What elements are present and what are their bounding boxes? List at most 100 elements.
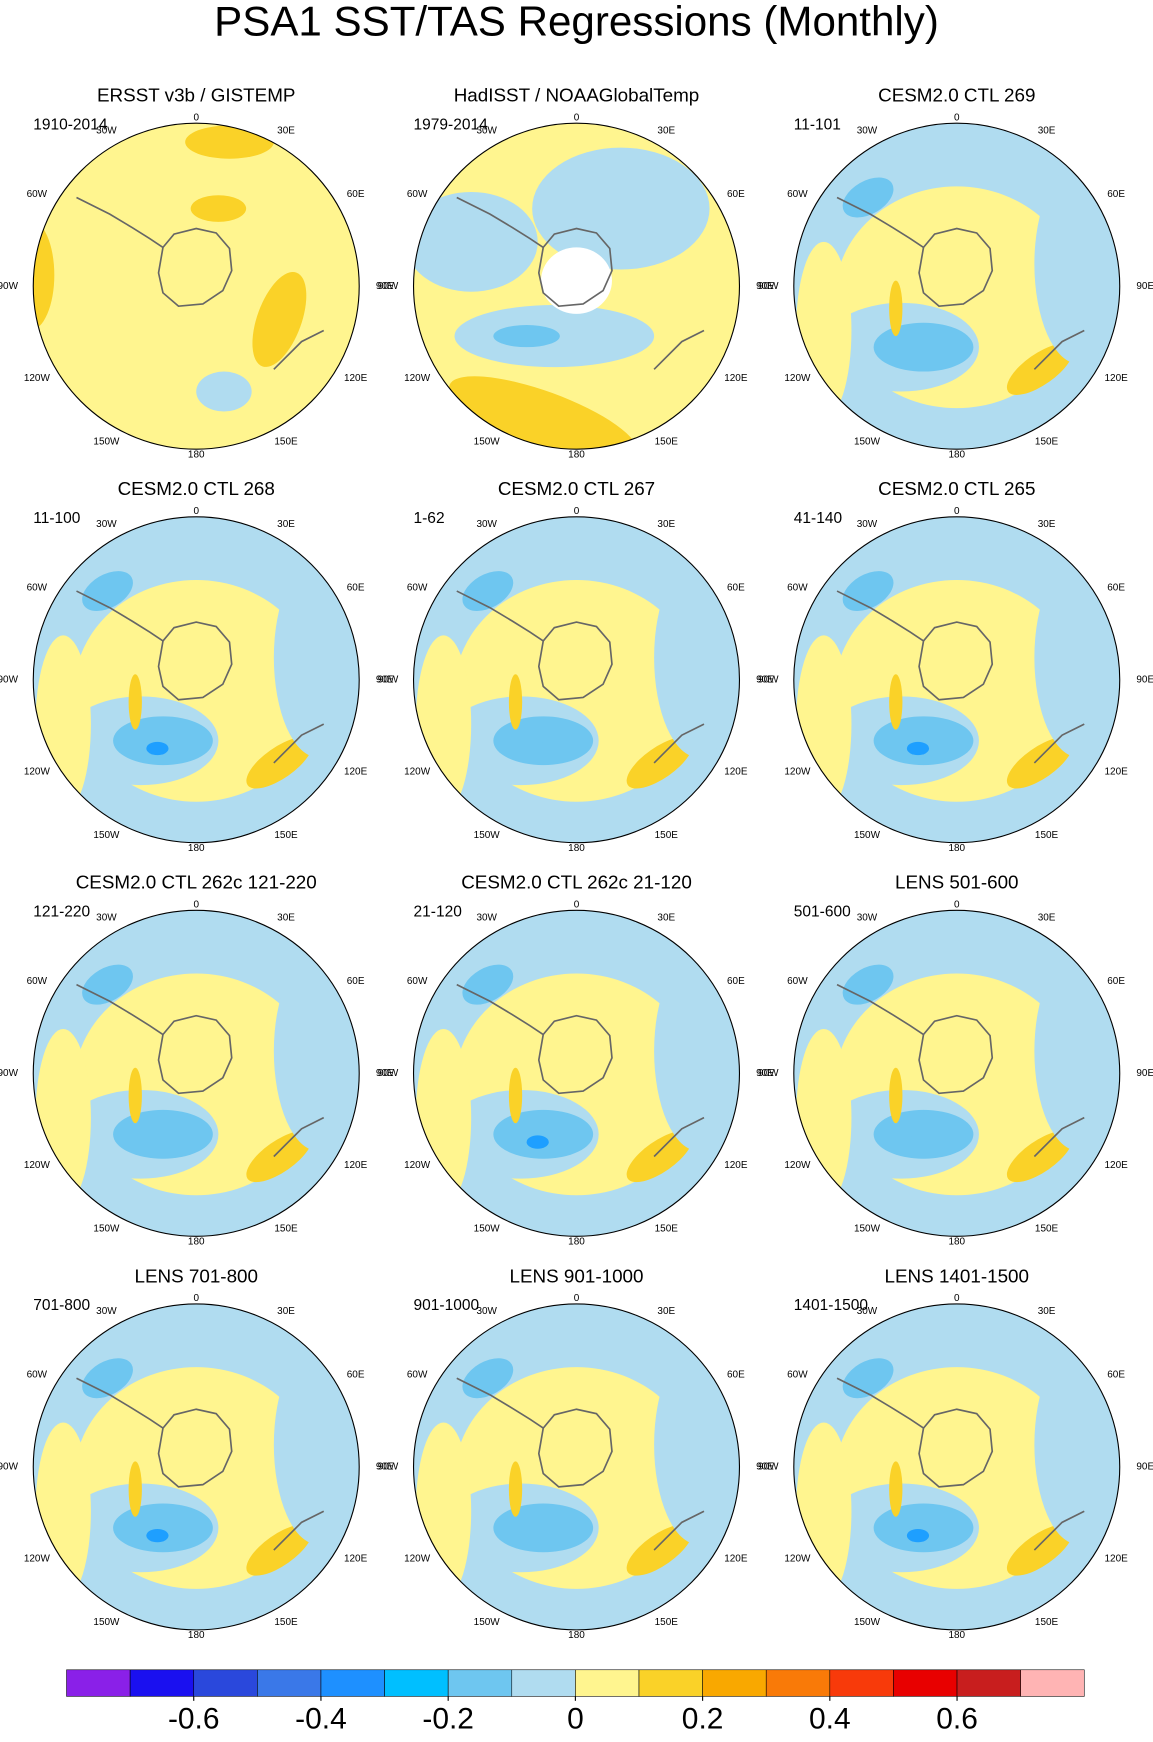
colorbar-box — [956, 1669, 1021, 1697]
colorbar-label: -0.4 — [295, 1703, 347, 1736]
longitude-label: 30E — [277, 912, 295, 923]
longitude-label: 30W — [857, 125, 878, 136]
longitude-label: 150W — [854, 830, 881, 841]
map-border — [793, 516, 1121, 844]
longitude-label: 30E — [277, 1306, 295, 1317]
longitude-label: 180 — [188, 1630, 205, 1641]
longitude-label: 30E — [657, 1306, 675, 1317]
map-field — [413, 516, 740, 843]
coastline — [76, 914, 330, 1158]
field-region — [1034, 164, 1120, 364]
longitude-label: 150E — [274, 830, 298, 841]
field-region — [185, 125, 274, 159]
colorbar-box — [320, 1669, 385, 1697]
longitude-label: 30W — [96, 125, 117, 136]
panel-period: 1979-2014 — [414, 117, 489, 134]
longitude-label: 0 — [193, 506, 199, 517]
map-field — [793, 516, 1120, 843]
longitude-label: 60E — [1107, 582, 1125, 593]
longitude-label: 30E — [657, 912, 675, 923]
longitude-label: 90W — [378, 1068, 399, 1079]
longitude-label: 120W — [404, 373, 431, 384]
longitude-label: 60W — [407, 976, 428, 987]
field-region — [33, 219, 55, 331]
longitude-label: 60E — [347, 976, 365, 987]
map-border — [32, 516, 360, 844]
map-field — [413, 910, 740, 1237]
longitude-label: 0 — [954, 899, 960, 910]
colorbar-box — [1020, 1669, 1085, 1697]
map-panel: LENS 1401-1500 1401-1500 0 30E 60E 90E 120E 150… — [758, 1265, 1153, 1641]
longitude-label: 120W — [404, 766, 431, 777]
longitude-label: 120E — [344, 1160, 368, 1171]
panel-period: 21-120 — [414, 904, 463, 921]
field-region — [1034, 1344, 1120, 1545]
longitude-label: 30E — [1038, 1306, 1056, 1317]
longitude-label: 90W — [758, 674, 779, 685]
longitude-label: 120E — [724, 1160, 748, 1171]
map-panel: LENS 901-1000 901-1000 0 30E 60E 90E 120E 150E 1… — [378, 1265, 774, 1641]
longitude-label: 90W — [378, 674, 399, 685]
field-region — [128, 1461, 142, 1517]
field-region — [906, 1528, 930, 1543]
coastline — [76, 520, 330, 764]
map-field — [33, 516, 360, 843]
longitude-label: 120E — [724, 766, 748, 777]
longitude-label: 150E — [1035, 1224, 1059, 1235]
longitude-label: 0 — [954, 506, 960, 517]
coastline — [836, 914, 1091, 1158]
colorbar-label: 0.6 — [936, 1703, 978, 1736]
longitude-label: 120E — [344, 766, 368, 777]
panel-title: LENS 701-800 — [134, 1265, 258, 1286]
colorbar-box — [447, 1669, 513, 1697]
longitude-label: 30W — [476, 125, 497, 136]
longitude-label: 60W — [787, 189, 808, 200]
field-region — [252, 271, 307, 367]
longitude-label: 90W — [0, 674, 19, 685]
panel-title: LENS 901-1000 — [510, 1265, 644, 1286]
longitude-label: 90E — [376, 1068, 394, 1079]
longitude-label: 120E — [344, 373, 368, 384]
map-border — [412, 516, 741, 844]
longitude-label: 90W — [758, 1462, 779, 1473]
field-region — [626, 1524, 693, 1576]
colorbar-box — [575, 1669, 640, 1697]
field-region — [1034, 951, 1120, 1151]
longitude-label: 120W — [784, 1160, 811, 1171]
field-region — [873, 716, 974, 766]
field-region — [146, 1135, 169, 1149]
map-border — [793, 1303, 1121, 1631]
colorbar-box — [384, 1669, 449, 1697]
longitude-label: 0 — [954, 112, 960, 123]
longitude-label: 120W — [24, 373, 51, 384]
field-region — [1006, 737, 1073, 789]
longitude-label: 30E — [277, 519, 295, 530]
field-region — [493, 324, 560, 348]
longitude-label: 90E — [756, 674, 774, 685]
longitude-label: 180 — [568, 1236, 585, 1247]
longitude-label: 60E — [1107, 1370, 1125, 1381]
field-region — [508, 1461, 523, 1517]
map-border — [412, 1303, 741, 1631]
longitude-label: 60W — [27, 976, 48, 987]
longitude-label: 120W — [24, 1160, 51, 1171]
longitude-label: 60W — [787, 582, 808, 593]
field-region — [873, 1503, 974, 1553]
field-region — [273, 951, 360, 1151]
panel-period: 501-600 — [794, 904, 851, 921]
field-region — [35, 1028, 91, 1207]
longitude-label: 0 — [193, 1293, 199, 1304]
longitude-label: 60E — [727, 189, 745, 200]
colorbar-label: 0.4 — [809, 1703, 851, 1736]
longitude-label: 60W — [407, 1370, 428, 1381]
coastline — [836, 126, 1091, 370]
coastline — [456, 126, 711, 370]
longitude-label: 120E — [344, 1554, 368, 1565]
longitude-label: 60W — [27, 1370, 48, 1381]
longitude-label: 150W — [474, 1224, 501, 1235]
colorbar-label: 0 — [567, 1703, 584, 1736]
longitude-label: 120E — [1105, 1554, 1129, 1565]
field-region — [128, 674, 142, 730]
longitude-label: 150W — [474, 1617, 501, 1628]
longitude-label: 60E — [727, 1370, 745, 1381]
